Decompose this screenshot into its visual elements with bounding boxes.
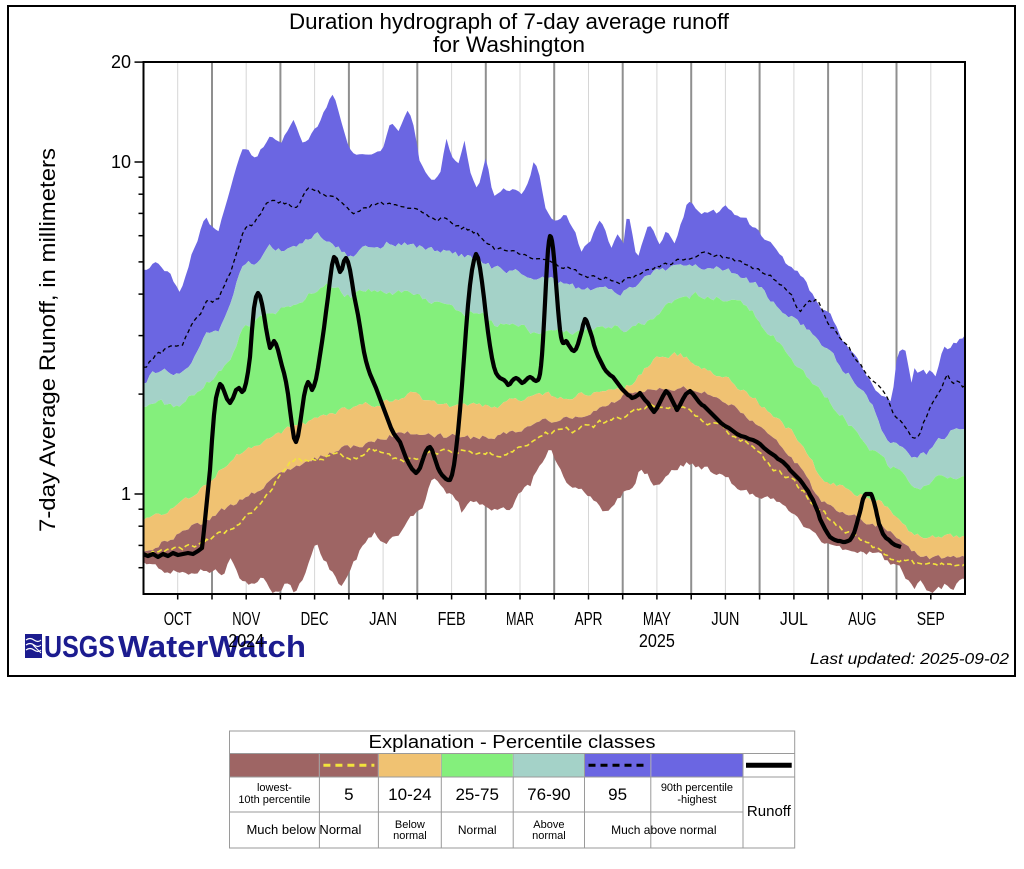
svg-text:JAN: JAN [369,609,397,629]
svg-text:2025: 2025 [639,631,675,651]
svg-text:Explanation - Percentile class: Explanation - Percentile classes [369,732,656,752]
svg-text:-highest: -highest [677,794,716,806]
svg-text:DEC: DEC [301,609,329,629]
svg-text:95: 95 [608,785,627,804]
svg-text:Duration hydrograph of 7-day a: Duration hydrograph of 7-day average run… [289,9,730,34]
svg-text:90th percentile: 90th percentile [661,782,733,794]
svg-text:10: 10 [111,152,131,172]
svg-text:MAR: MAR [506,609,534,629]
svg-text:2024: 2024 [228,631,264,651]
svg-text:MAY: MAY [643,609,671,629]
svg-text:10-24: 10-24 [388,785,431,804]
svg-text:USGS: USGS [44,629,115,664]
svg-text:Above: Above [533,819,564,831]
svg-text:Below: Below [395,819,425,831]
svg-text:Last updated: 2025-09-02: Last updated: 2025-09-02 [810,651,1009,668]
svg-text:Runoff: Runoff [747,803,792,820]
svg-text:76-90: 76-90 [527,785,570,804]
svg-text:APR: APR [575,609,603,629]
svg-text:lowest-: lowest- [257,782,292,794]
svg-text:NOV: NOV [232,609,260,629]
svg-text:FEB: FEB [438,609,466,629]
svg-text:Much above normal: Much above normal [611,823,716,837]
svg-text:Much below Normal: Much below Normal [246,822,361,837]
svg-text:25-75: 25-75 [455,785,498,804]
svg-text:AUG: AUG [848,609,876,629]
svg-text:normal: normal [532,830,566,842]
svg-text:normal: normal [393,830,427,842]
svg-text:Normal: Normal [458,823,497,837]
svg-text:for Washington: for Washington [433,32,585,57]
svg-text:OCT: OCT [164,609,192,629]
svg-text:SEP: SEP [917,609,945,629]
svg-text:WaterWatch: WaterWatch [118,629,306,664]
svg-text:JUL: JUL [780,609,808,629]
svg-text:5: 5 [344,785,353,804]
svg-text:20: 20 [111,52,131,72]
svg-text:7-day Average Runoff, in milli: 7-day Average Runoff, in millimeters [35,148,60,532]
svg-text:1: 1 [121,484,131,504]
svg-text:JUN: JUN [711,609,739,629]
svg-text:10th percentile: 10th percentile [238,794,310,806]
